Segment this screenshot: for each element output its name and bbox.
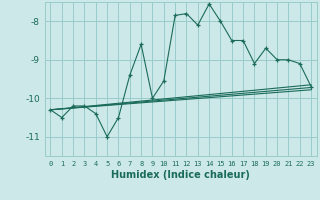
- X-axis label: Humidex (Indice chaleur): Humidex (Indice chaleur): [111, 170, 250, 180]
